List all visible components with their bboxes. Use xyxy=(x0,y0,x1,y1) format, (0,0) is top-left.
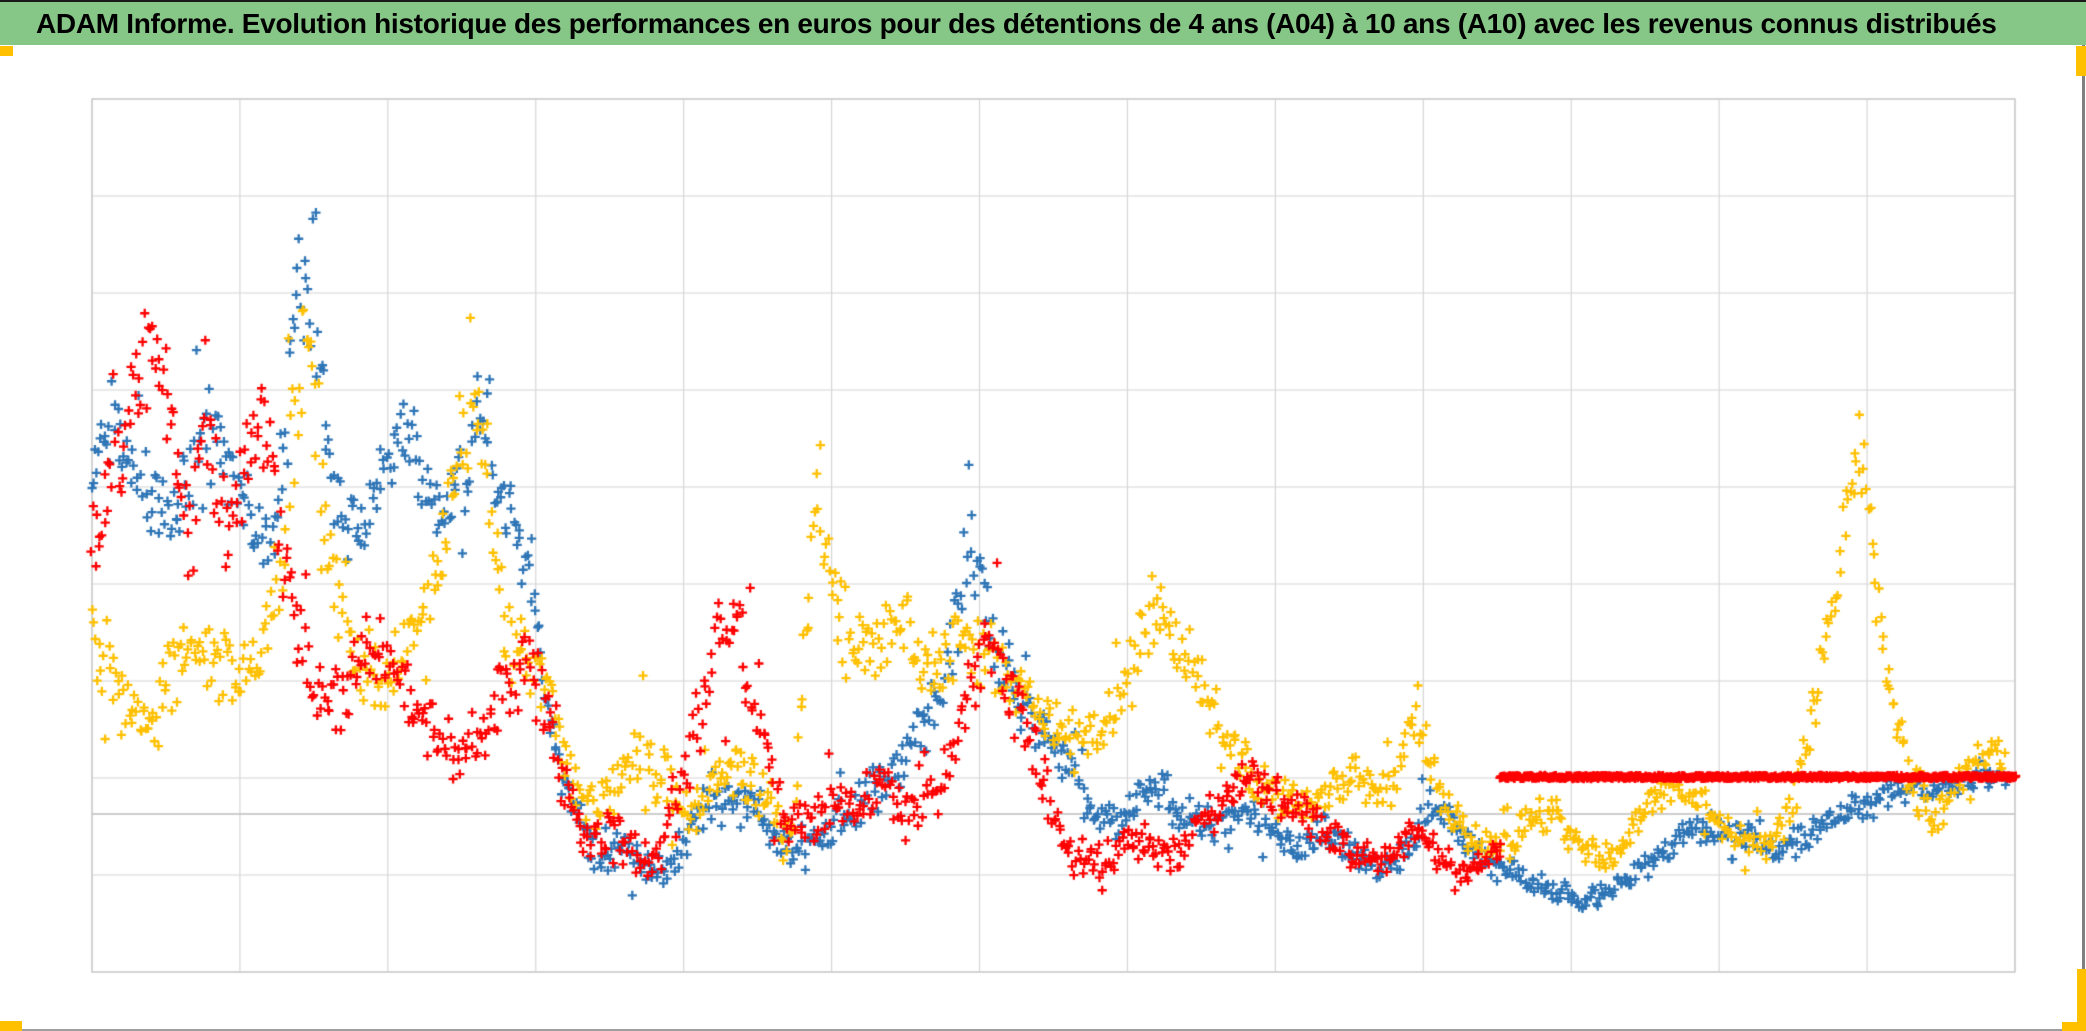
handle-bottom-left[interactable] xyxy=(0,1021,22,1031)
header-bar: ADAM Informe. Evolution historique des p… xyxy=(0,2,2086,45)
window-border-bottom xyxy=(0,1029,2086,1031)
chart-object[interactable] xyxy=(0,45,2086,1031)
top-edge-line xyxy=(0,0,2086,2)
handle-right-lower[interactable] xyxy=(2077,969,2086,1031)
handle-bottom-right[interactable] xyxy=(2062,1022,2086,1031)
handle-top-left[interactable] xyxy=(0,46,13,56)
handle-top-right[interactable] xyxy=(2076,46,2086,76)
chart-canvas xyxy=(0,45,2086,1031)
page-title: ADAM Informe. Evolution historique des p… xyxy=(36,7,1997,39)
window-border-right xyxy=(2082,45,2085,1031)
